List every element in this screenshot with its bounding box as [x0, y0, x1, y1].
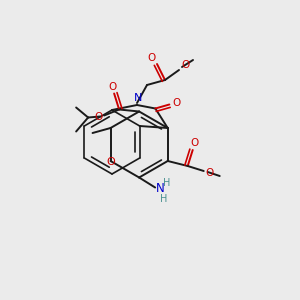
Text: O: O [181, 60, 189, 70]
Text: O: O [190, 138, 199, 148]
Text: N: N [156, 182, 164, 195]
Text: O: O [172, 98, 181, 107]
Text: O: O [206, 168, 214, 178]
Text: H: H [164, 178, 171, 188]
Text: H: H [160, 194, 168, 205]
Text: O: O [148, 53, 156, 63]
Text: O: O [106, 157, 115, 167]
Text: O: O [94, 112, 102, 122]
Text: O: O [108, 82, 116, 92]
Text: N: N [134, 93, 142, 103]
